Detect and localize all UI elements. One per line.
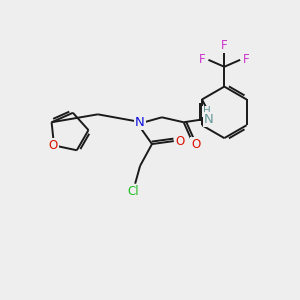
Text: H: H <box>202 106 210 116</box>
Text: O: O <box>175 135 184 148</box>
Text: F: F <box>199 53 206 66</box>
Text: F: F <box>243 53 249 66</box>
Text: N: N <box>135 116 145 129</box>
Text: O: O <box>191 138 200 151</box>
Text: O: O <box>48 139 58 152</box>
Text: N: N <box>204 113 213 126</box>
Text: F: F <box>221 40 228 52</box>
Text: Cl: Cl <box>127 185 139 198</box>
